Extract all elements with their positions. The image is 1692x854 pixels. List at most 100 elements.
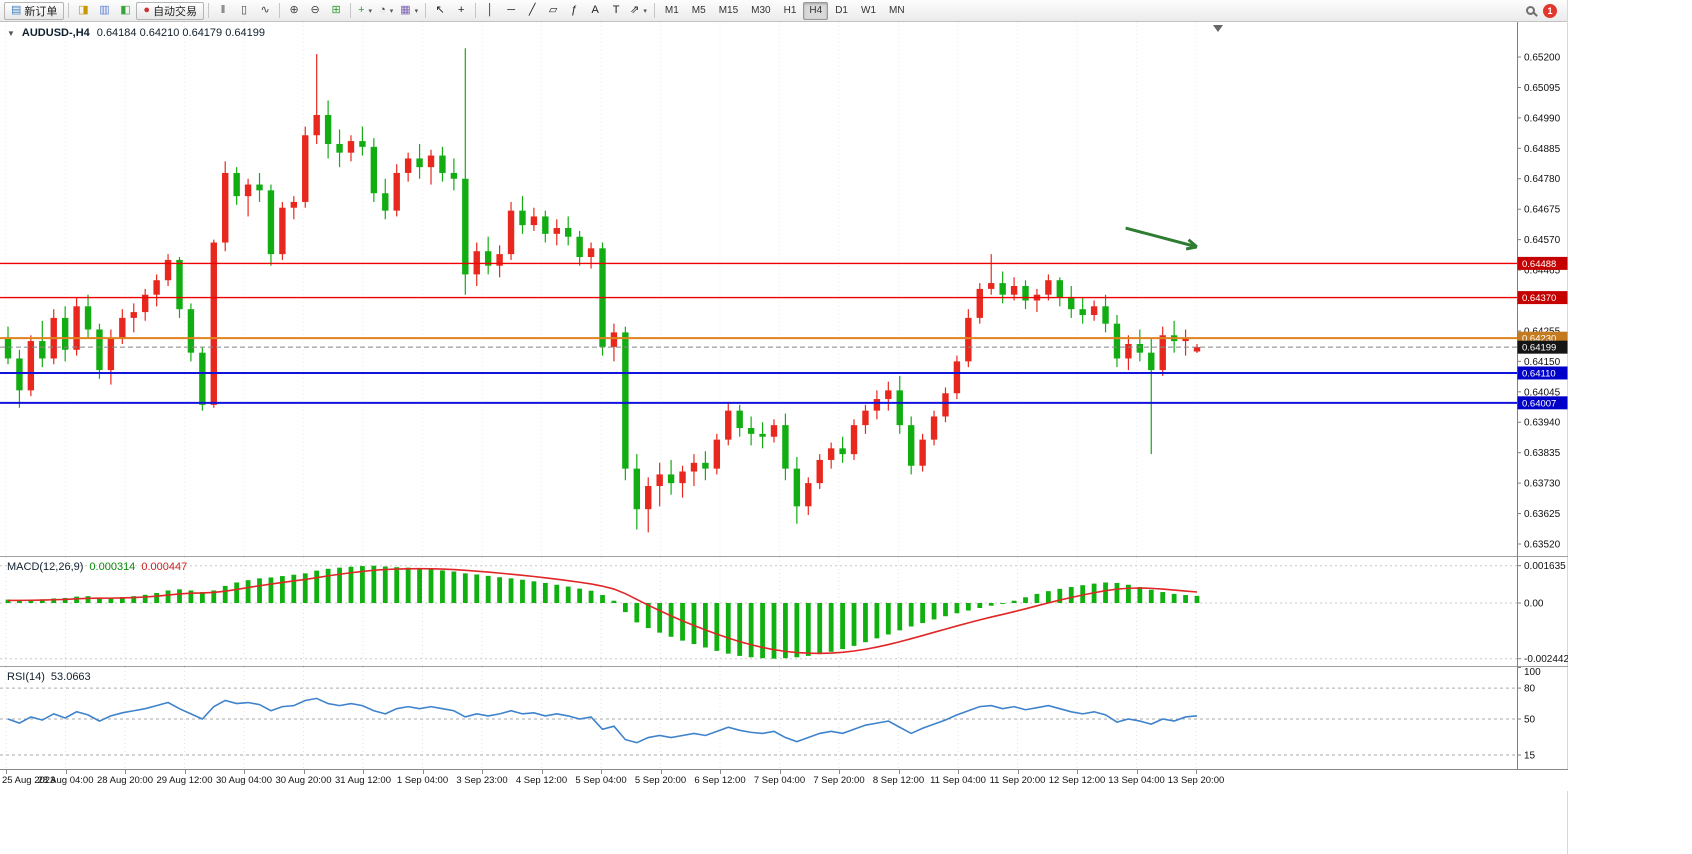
zoom-in-button[interactable]: ⊕	[284, 2, 304, 20]
timeframe-m15-button[interactable]: M15	[718, 5, 739, 16]
svg-text:0.64150: 0.64150	[1524, 357, 1561, 368]
svg-text:50: 50	[1524, 715, 1536, 726]
rsi-panel[interactable]: 100 80 50 15	[0, 666, 1568, 769]
time-axis-tick	[839, 770, 840, 774]
arrows-icon: ⇗	[630, 4, 640, 16]
chevron-down-icon[interactable]: ▼	[7, 28, 15, 38]
bar-chart-type-button[interactable]: ‖	[213, 2, 233, 20]
time-axis-label: 28 Aug 04:00	[37, 775, 94, 786]
tile-windows-button[interactable]: ⊞	[326, 2, 346, 20]
time-axis-label: 7 Sep 20:00	[813, 775, 865, 786]
svg-text:0.64488: 0.64488	[1522, 259, 1556, 270]
time-axis-tick	[6, 770, 7, 774]
timeframe-m5-button[interactable]: M5	[691, 5, 706, 16]
time-axis-label: 3 Sep 23:00	[456, 775, 508, 786]
svg-text:15: 15	[1524, 751, 1536, 762]
auto-trading-button[interactable]: ● 自动交易	[136, 1, 205, 20]
time-axis-tick	[422, 770, 424, 774]
svg-text:0.63625: 0.63625	[1524, 509, 1561, 520]
toolbar-separator	[279, 3, 281, 18]
line-chart-type-button[interactable]: ∿	[255, 2, 275, 20]
price-level-badge	[1517, 291, 1568, 305]
svg-text:0.64110: 0.64110	[1522, 368, 1556, 379]
tile-windows-icon: ⊞	[331, 4, 341, 16]
macd-histogram	[5, 565, 1200, 659]
time-axis-tick	[898, 770, 900, 774]
fibonacci-button[interactable]: ƒ	[564, 2, 584, 20]
label-button[interactable]: T	[606, 2, 626, 20]
trendline-icon: ╱	[528, 4, 536, 16]
candlestick-type-button[interactable]: ▯	[234, 2, 254, 20]
time-axis[interactable]: 25 Aug 2023 28 Aug 04:00 28 Aug 20:00 29 Au…	[0, 769, 1568, 791]
toolbar-separator	[350, 3, 352, 18]
time-axis-tick	[1017, 770, 1019, 774]
bar-chart-type-icon: ‖	[220, 4, 226, 16]
candlestick-type-icon: ▯	[241, 4, 248, 16]
timeframe-w1-button[interactable]: W1	[861, 5, 876, 16]
main-gridlines	[5, 22, 1197, 556]
time-axis-label: 5 Sep 20:00	[634, 775, 687, 786]
zoom-out-button[interactable]: ⊖	[305, 2, 325, 20]
trendline-button[interactable]: ╱	[522, 2, 542, 20]
data-window-icon-icon: ▥	[99, 4, 110, 16]
price-level-badge	[1517, 396, 1568, 410]
arrows-button[interactable]: ⇗ ▾	[627, 2, 650, 20]
navigator-icon[interactable]: ◧	[115, 2, 135, 20]
caret-down-icon: ▾	[414, 7, 419, 15]
time-axis-tick	[958, 770, 959, 774]
time-axis-label: 12 Sep 12:00	[1048, 775, 1106, 786]
horizontal-line-button[interactable]: ─	[501, 2, 521, 20]
svg-text:0.64465: 0.64465	[1524, 266, 1561, 277]
new-order-button[interactable]: ▤ 新订单	[4, 1, 65, 20]
crosshair-button[interactable]: +	[451, 2, 471, 20]
chart-shift-marker[interactable]	[1213, 25, 1223, 32]
label-icon: T	[612, 4, 620, 16]
channel-button[interactable]: ▱	[543, 2, 563, 20]
timeframe-m1-button[interactable]: M1	[664, 5, 679, 16]
svg-text:0.64780: 0.64780	[1524, 174, 1561, 185]
timeframe-d1-button[interactable]: D1	[835, 5, 848, 16]
indicators-icon: +	[358, 4, 365, 16]
auto-trading-button-label: 自动交易	[153, 5, 198, 18]
indicators-button[interactable]: + ▾	[355, 2, 375, 20]
candlesticks	[4, 48, 1201, 533]
macd-signal-value: 0.000447	[141, 561, 188, 573]
crosshair-icon: +	[457, 4, 465, 16]
svg-text:0.64675: 0.64675	[1524, 205, 1561, 216]
price-chart-panel[interactable]: 0.65200 0.65095 0.64990 0.64885 0.64780 0.646…	[0, 22, 1568, 556]
time-axis-label: 6 Sep 12:00	[694, 775, 746, 786]
time-axis-label: 11 Sep 20:00	[989, 775, 1046, 786]
ohlc-values: 0.64184 0.64210 0.64179 0.64199	[96, 27, 265, 39]
timeframe-mn-button[interactable]: MN	[889, 5, 905, 16]
macd-panel[interactable]: 0.001635 0.00 -0.002442	[0, 556, 1568, 666]
timeframe-m30-button[interactable]: M30	[751, 5, 771, 16]
timeframe-h4-button[interactable]: H4	[803, 1, 829, 20]
toolbar-right-group: 1	[1526, 3, 1563, 18]
cursor-button[interactable]: ↖	[430, 2, 450, 20]
svg-text:0.65200: 0.65200	[1524, 53, 1561, 64]
time-axis-tick	[482, 770, 483, 774]
time-axis-tick	[660, 770, 662, 774]
search-icon[interactable]	[1526, 6, 1535, 15]
svg-text:0.64885: 0.64885	[1524, 144, 1561, 155]
symbol-timeframe-label: AUDUSD-,H4	[21, 27, 90, 39]
periods-button[interactable]: ◔ ▾	[376, 2, 396, 20]
fibonacci-icon: ƒ	[571, 4, 578, 16]
horizontal-line-icon: ─	[507, 4, 516, 16]
timeframe-h1-button[interactable]: H1	[783, 5, 797, 16]
svg-text:-0.002442: -0.002442	[1524, 654, 1568, 665]
time-axis-label: 7 Sep 04:00	[753, 775, 806, 786]
main-toolbar: ▤ 新订单 ◨ ▥ ◧ ● 自动交易 ‖ ▯ ∿ ⊕ ⊖ ⊞ + ▾ ◔ ▾ ▦ ▾ ↖ + │ ─ ╱ ▱ ƒ A T ⇗ ▾ M1 M5 M…	[0, 0, 1567, 22]
templates-button[interactable]: ▦ ▾	[397, 2, 421, 20]
toolbar-separator	[653, 3, 655, 18]
time-axis-tick	[303, 770, 305, 774]
svg-text:0.001635: 0.001635	[1524, 561, 1566, 572]
data-window-icon[interactable]: ▥	[94, 2, 114, 20]
text-button[interactable]: A	[585, 2, 605, 20]
trend-arrow-annotation[interactable]	[1125, 226, 1198, 251]
vertical-line-button[interactable]: │	[480, 2, 500, 20]
notification-badge[interactable]: 1	[1543, 3, 1557, 18]
svg-text:0.64370: 0.64370	[1522, 293, 1556, 304]
svg-text:0.64570: 0.64570	[1524, 235, 1561, 246]
market-watch-icon[interactable]: ◨	[73, 2, 93, 20]
